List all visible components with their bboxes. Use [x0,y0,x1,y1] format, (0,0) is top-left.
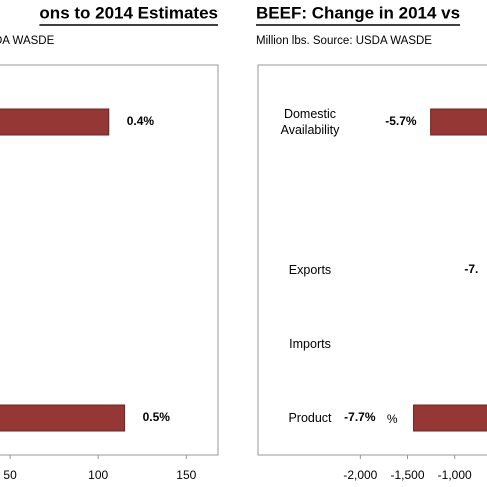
x-tick-label: -2,000 [343,468,377,482]
category-label: Product [288,411,332,425]
x-tick-label: 150 [176,468,196,482]
bar [0,108,110,136]
bar [430,108,487,136]
chart-title: BEEF: Change in 2014 vs [256,3,460,22]
x-tick-label: -1,000 [438,468,472,482]
chart-subtitle: DA WASDE [0,35,55,47]
x-tick-label: -1,500 [390,468,424,482]
category-label: Imports [289,337,331,351]
category-label: Exports [288,263,332,277]
bar [0,404,126,432]
value-label: -7.7% [344,410,376,424]
note: % [387,412,398,426]
value-label: 0.4% [127,114,155,128]
chart-title: ons to 2014 Estimates [39,3,218,22]
x-tick-label: 100 [88,468,108,482]
plot-frame [0,64,219,456]
x-tick-label: 50 [3,468,17,482]
plot-frame [257,64,487,456]
category-label: Domestic Availability [280,107,340,137]
value-label: -7. [464,262,478,276]
value-label: 0.5% [143,410,171,424]
value-label: -5.7% [385,114,417,128]
bar [413,404,487,432]
chart-subtitle: Million lbs. Source: USDA WASDE [256,35,432,47]
